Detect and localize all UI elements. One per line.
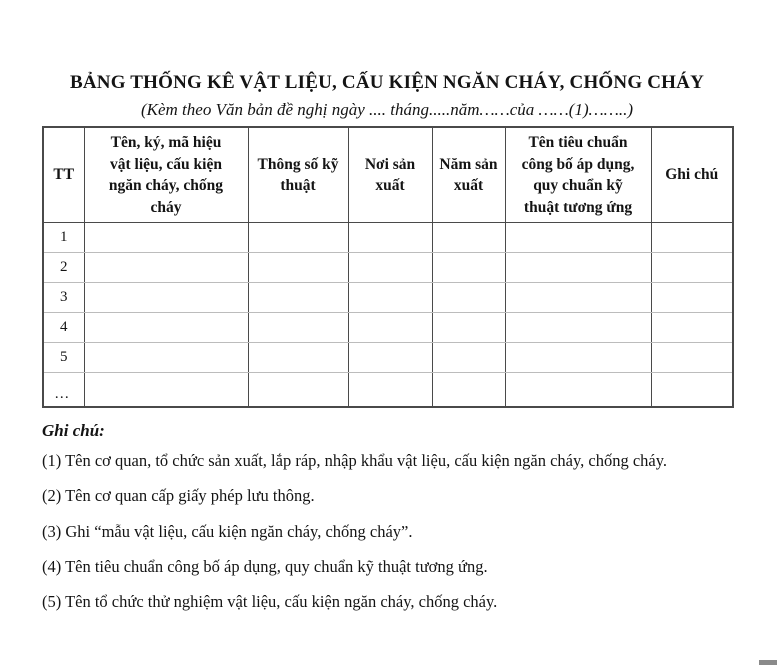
document-page: BẢNG THỐNG KÊ VẬT LIỆU, CẤU KIỆN NGĂN CH…	[42, 0, 734, 625]
row-number-cell: 4	[42, 311, 85, 343]
row-number-cell: …	[42, 371, 85, 408]
table-header-cell: Thông số kỹ thuật	[247, 126, 349, 223]
empty-data-cell	[650, 311, 734, 343]
empty-data-cell	[347, 251, 433, 283]
empty-data-cell	[247, 221, 349, 253]
empty-data-cell	[504, 341, 652, 373]
empty-data-cell	[247, 251, 349, 283]
empty-data-cell	[650, 251, 734, 283]
table-row: 3	[42, 281, 734, 313]
empty-data-cell	[83, 221, 249, 253]
row-number-cell: 2	[42, 251, 85, 283]
notes-section: Ghi chú: (1) Tên cơ quan, tổ chức sản xu…	[42, 421, 742, 616]
empty-data-cell	[83, 371, 249, 408]
empty-data-cell	[347, 371, 433, 408]
page-subtitle: (Kèm theo Văn bản đề nghị ngày .... thán…	[140, 99, 633, 119]
empty-data-cell	[83, 281, 249, 313]
empty-data-cell	[247, 341, 349, 373]
empty-data-cell	[650, 281, 734, 313]
empty-data-cell	[431, 251, 506, 283]
table-header-cell: Ghi chú	[650, 126, 734, 223]
notes-list: (1) Tên cơ quan, tổ chức sản xuất, lắp r…	[42, 448, 742, 616]
table-row: 1	[42, 221, 734, 253]
table-header-cell: Nơi sản xuất	[347, 126, 433, 223]
table-header-cell: Năm sản xuất	[431, 126, 506, 223]
table-header-cell: Tên tiêu chuẩn công bố áp dụng, quy chuẩ…	[504, 126, 652, 223]
empty-data-cell	[431, 281, 506, 313]
table-row: 2	[42, 251, 734, 283]
empty-data-cell	[650, 221, 734, 253]
empty-data-cell	[83, 311, 249, 343]
table-header: TT Tên, ký, mã hiệu vật liệu, cấu kiện ng…	[42, 126, 734, 223]
empty-data-cell	[431, 311, 506, 343]
note-item: (4) Tên tiêu chuẩn công bố áp dụng, quy …	[42, 557, 488, 577]
horizontal-scrollbar-thumb[interactable]	[759, 660, 777, 665]
notes-heading: Ghi chú:	[42, 420, 105, 440]
empty-data-cell	[504, 311, 652, 343]
empty-data-cell	[504, 221, 652, 253]
empty-data-cell	[347, 281, 433, 313]
empty-data-cell	[347, 341, 433, 373]
empty-data-cell	[247, 371, 349, 408]
empty-data-cell	[83, 341, 249, 373]
row-number-cell: 5	[42, 341, 85, 373]
empty-data-cell	[431, 221, 506, 253]
empty-data-cell	[347, 221, 433, 253]
row-number-cell: 1	[42, 221, 85, 253]
empty-data-cell	[650, 371, 734, 408]
empty-data-cell	[431, 341, 506, 373]
empty-data-cell	[83, 251, 249, 283]
empty-data-cell	[504, 281, 652, 313]
table-header-cell: TT	[42, 126, 85, 223]
row-number-cell: 3	[42, 281, 85, 313]
note-item: (1) Tên cơ quan, tổ chức sản xuất, lắp r…	[42, 450, 668, 470]
note-item: (3) Ghi “mẫu vật liệu, cấu kiện ngăn chá…	[42, 521, 413, 541]
table-header-row: TT Tên, ký, mã hiệu vật liệu, cấu kiện ng…	[42, 126, 734, 223]
table-body: 1 2 3 4 5…	[42, 221, 734, 408]
empty-data-cell	[347, 311, 433, 343]
note-item: (5) Tên tổ chức thử nghiệm vật liệu, cấu…	[42, 592, 498, 612]
empty-data-cell	[247, 281, 349, 313]
empty-data-cell	[247, 311, 349, 343]
empty-data-cell	[650, 341, 734, 373]
table-header-cell: Tên, ký, mã hiệu vật liệu, cấu kiện ngăn…	[83, 126, 249, 223]
empty-data-cell	[431, 371, 506, 408]
page-title: BẢNG THỐNG KÊ VẬT LIỆU, CẤU KIỆN NGĂN CH…	[69, 72, 704, 93]
empty-data-cell	[504, 371, 652, 408]
table-row: 4	[42, 311, 734, 343]
note-item: (2) Tên cơ quan cấp giấy phép lưu thông.	[42, 486, 315, 506]
empty-data-cell	[504, 251, 652, 283]
materials-statistics-table: TT Tên, ký, mã hiệu vật liệu, cấu kiện ng…	[42, 126, 734, 408]
table-row: 5	[42, 341, 734, 373]
table-row: …	[42, 371, 734, 408]
